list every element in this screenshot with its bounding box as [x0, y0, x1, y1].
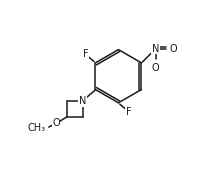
- Text: O: O: [152, 63, 159, 72]
- Text: O: O: [52, 119, 60, 129]
- Text: N: N: [79, 96, 86, 106]
- Text: F: F: [83, 49, 88, 59]
- Text: N: N: [152, 44, 159, 54]
- Text: CH₃: CH₃: [28, 123, 46, 133]
- Text: F: F: [126, 107, 131, 117]
- Text: O: O: [169, 44, 177, 54]
